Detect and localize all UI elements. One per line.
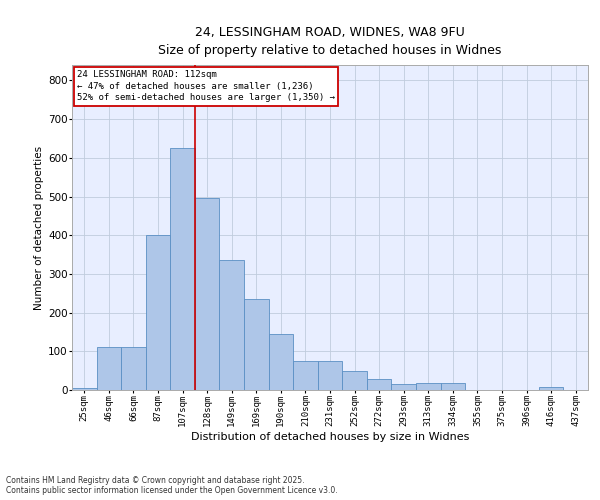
Bar [244,299,269,390]
Y-axis label: Number of detached properties: Number of detached properties [34,146,44,310]
Bar [146,235,170,390]
Bar [195,198,220,390]
Bar [342,370,367,390]
Bar [367,379,391,390]
Title: 24, LESSINGHAM ROAD, WIDNES, WA8 9FU
Size of property relative to detached house: 24, LESSINGHAM ROAD, WIDNES, WA8 9FU Siz… [158,26,502,56]
Bar [121,348,146,390]
Bar [72,388,97,390]
Text: Contains HM Land Registry data © Crown copyright and database right 2025.
Contai: Contains HM Land Registry data © Crown c… [6,476,338,495]
X-axis label: Distribution of detached houses by size in Widnes: Distribution of detached houses by size … [191,432,469,442]
Bar [416,383,440,390]
Bar [97,348,121,390]
Bar [440,383,465,390]
Text: 24 LESSINGHAM ROAD: 112sqm
← 47% of detached houses are smaller (1,236)
52% of s: 24 LESSINGHAM ROAD: 112sqm ← 47% of deta… [77,70,335,102]
Bar [170,148,195,390]
Bar [269,334,293,390]
Bar [220,260,244,390]
Bar [293,361,318,390]
Bar [318,361,342,390]
Bar [539,387,563,390]
Bar [391,384,416,390]
